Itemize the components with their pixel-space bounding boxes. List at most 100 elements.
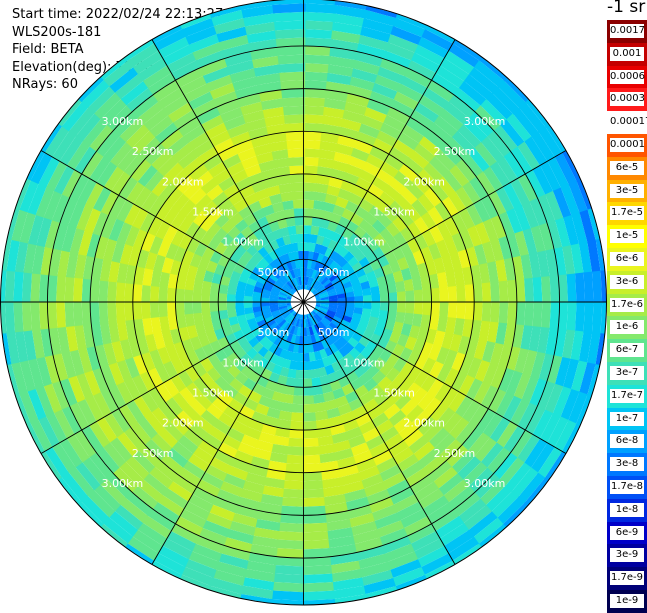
ppi-cell xyxy=(40,245,54,276)
ppi-cell xyxy=(301,582,334,593)
ppi-cell xyxy=(538,222,555,253)
ppi-cell xyxy=(347,84,374,100)
ppi-cell xyxy=(287,368,297,379)
ppi-cell xyxy=(441,254,454,273)
ppi-cell xyxy=(254,331,266,342)
ppi-cell xyxy=(158,181,178,202)
ppi-cell xyxy=(100,189,120,216)
ppi-cell xyxy=(523,438,548,470)
ppi-cell xyxy=(362,294,372,303)
ppi-cell xyxy=(462,181,482,206)
ppi-cell xyxy=(98,279,109,302)
ppi-cell xyxy=(153,459,179,482)
ppi-cell xyxy=(445,270,457,288)
ppi-cell xyxy=(261,204,276,217)
ppi-cell xyxy=(398,163,419,183)
ppi-cell xyxy=(403,156,425,176)
ppi-cell xyxy=(124,356,140,379)
ppi-cell xyxy=(312,279,319,289)
ppi-cell xyxy=(154,363,171,384)
ppi-cell xyxy=(241,155,260,170)
ppi-cell xyxy=(356,553,388,570)
ppi-cell xyxy=(334,395,349,408)
ppi-cell xyxy=(252,527,280,540)
ppi-cell xyxy=(158,86,186,109)
ppi-cell xyxy=(279,291,288,297)
ppi-cell xyxy=(303,63,331,73)
ppi-cell xyxy=(141,231,156,252)
ppi-cell xyxy=(265,212,278,225)
ppi-cell xyxy=(150,269,162,287)
ppi-cell xyxy=(246,347,258,360)
ppi-cell xyxy=(400,323,413,338)
ppi-cell xyxy=(236,496,261,511)
ppi-cell xyxy=(137,163,159,187)
ppi-cell xyxy=(505,346,521,373)
ppi-cell xyxy=(367,183,385,199)
ppi-cell xyxy=(442,479,470,504)
ppi-cell xyxy=(246,552,277,566)
ppi-cell xyxy=(251,179,268,193)
ppi-cell xyxy=(253,310,263,318)
ppi-cell xyxy=(317,226,328,238)
ppi-cell xyxy=(488,191,507,217)
ppi-cell xyxy=(343,310,354,319)
ppi-cell xyxy=(61,350,77,379)
ppi-cell xyxy=(532,302,543,329)
ppi-cell xyxy=(443,367,460,389)
azimuth-spoke xyxy=(303,301,456,565)
ppi-cell xyxy=(320,276,330,285)
ppi-cell xyxy=(254,280,265,289)
ppi-cell xyxy=(1,331,12,365)
ppi-cell xyxy=(60,470,88,502)
ppi-cell xyxy=(368,496,394,514)
ppi-cell xyxy=(194,346,208,362)
ppi-cell xyxy=(313,324,321,334)
ppi-cell xyxy=(442,412,463,435)
ppi-cell xyxy=(413,302,423,316)
ppi-cell xyxy=(586,332,601,367)
ppi-cell xyxy=(269,298,279,302)
colorbar-label: 3e-7 xyxy=(610,366,644,380)
ppi-cell xyxy=(141,300,151,319)
ppi-cell xyxy=(490,302,500,324)
ppi-cell xyxy=(195,478,221,497)
ppi-cell xyxy=(562,245,576,277)
ppi-cell xyxy=(139,370,156,392)
ppi-cell xyxy=(317,157,335,169)
colorbar-label: 0.0003 xyxy=(610,92,645,107)
ppi-cell xyxy=(311,315,319,325)
ppi-cell xyxy=(293,208,305,218)
ppi-cell xyxy=(495,421,518,449)
ppi-cell xyxy=(396,453,419,473)
ppi-cell xyxy=(498,302,509,325)
ppi-cell xyxy=(403,278,414,293)
colorbar-label: 0.00017 xyxy=(610,115,647,130)
ppi-cell xyxy=(370,412,389,429)
ppi-cell xyxy=(276,45,306,56)
ppi-cell xyxy=(202,432,223,450)
ppi-cell xyxy=(524,406,546,436)
ppi-cell xyxy=(262,350,274,362)
ppi-cell xyxy=(156,494,185,517)
ppi-cell xyxy=(201,290,211,302)
ppi-cell xyxy=(140,351,156,372)
ppi-cell xyxy=(281,488,304,499)
ppi-cell xyxy=(326,372,339,384)
ppi-cell xyxy=(427,460,452,483)
ppi-cell xyxy=(353,537,383,553)
ppi-cell xyxy=(294,259,301,269)
ppi-cell xyxy=(194,170,215,188)
ppi-cell xyxy=(509,430,533,460)
ppi-cell xyxy=(286,281,294,290)
ppi-cell xyxy=(350,277,361,287)
ppi-cell xyxy=(409,265,421,280)
ppi-cell xyxy=(333,280,343,289)
ppi-cell xyxy=(182,180,202,200)
ppi-cell xyxy=(561,423,581,456)
ppi-cell xyxy=(520,325,533,352)
ppi-cell xyxy=(53,163,76,195)
ppi-cell xyxy=(431,72,461,96)
ppi-cell xyxy=(194,266,207,281)
ppi-cell xyxy=(362,398,379,414)
